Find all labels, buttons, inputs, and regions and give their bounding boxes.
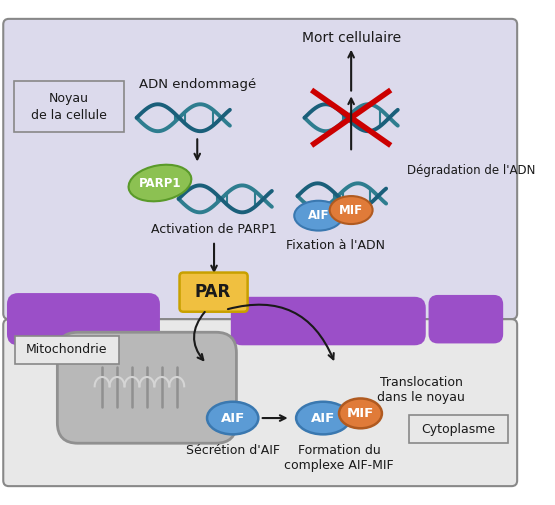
Text: Fixation à l'ADN: Fixation à l'ADN [286,239,385,252]
Ellipse shape [339,398,382,428]
Ellipse shape [296,402,350,434]
Ellipse shape [294,200,343,231]
Ellipse shape [330,196,372,224]
Ellipse shape [207,402,258,434]
FancyBboxPatch shape [3,19,517,319]
Text: Translocation
dans le noyau: Translocation dans le noyau [377,376,465,404]
FancyBboxPatch shape [7,293,160,345]
Text: Formation du
complexe AIF-MIF: Formation du complexe AIF-MIF [284,444,394,472]
Text: Activation de PARP1: Activation de PARP1 [151,223,277,236]
Ellipse shape [129,165,191,201]
FancyBboxPatch shape [179,273,248,312]
Text: MIF: MIF [339,204,363,217]
Text: Mort cellulaire: Mort cellulaire [301,30,401,44]
Text: AIF: AIF [311,412,335,425]
Text: Noyau
de la cellule: Noyau de la cellule [31,91,107,122]
FancyBboxPatch shape [13,81,124,132]
Text: AIF: AIF [308,209,329,222]
Text: MIF: MIF [347,407,374,420]
Text: Cytoplasme: Cytoplasme [421,423,496,436]
FancyBboxPatch shape [16,336,119,364]
FancyBboxPatch shape [409,415,508,443]
FancyBboxPatch shape [3,319,517,486]
FancyBboxPatch shape [231,297,426,345]
Text: Dégradation de l'ADN: Dégradation de l'ADN [407,165,536,177]
Text: Mitochondrie: Mitochondrie [26,343,108,357]
Text: Sécrétion d'AIF: Sécrétion d'AIF [186,444,280,457]
Text: PARP1: PARP1 [139,177,181,189]
Text: ADN endommagé: ADN endommagé [139,78,256,91]
Text: PAR: PAR [195,283,231,301]
FancyBboxPatch shape [57,332,236,443]
FancyBboxPatch shape [428,295,503,343]
Text: AIF: AIF [220,412,245,425]
